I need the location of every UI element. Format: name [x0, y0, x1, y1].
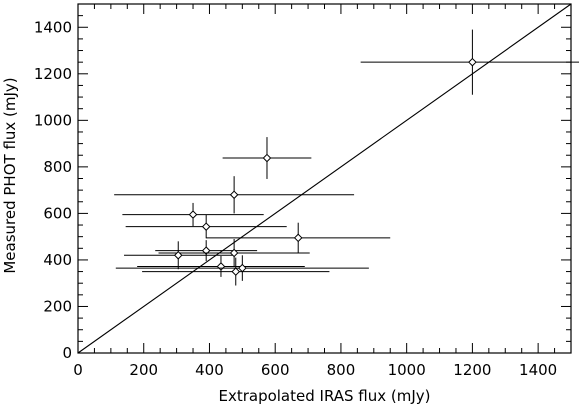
diamond-marker: [468, 57, 477, 67]
data-point: [142, 257, 330, 286]
diamond-marker: [201, 222, 211, 231]
diamond-marker: [201, 246, 211, 255]
diamond-marker: [229, 248, 239, 258]
x-tick-label: 600: [261, 361, 290, 379]
diamond-marker: [229, 190, 239, 200]
data-point: [360, 29, 579, 95]
diamond-marker: [238, 263, 247, 273]
x-axis-title: Extrapolated IRAS flux (mJy): [218, 387, 430, 405]
one-to-one-line: [77, 3, 572, 354]
y-axis-title: Measured PHOT flux (mJy): [1, 77, 19, 273]
x-tick-label: 800: [327, 361, 356, 379]
plot-frame: [77, 3, 572, 354]
x-tick-label: 0: [73, 361, 83, 379]
tick-labels: 0 200 400 600 800 1000 1200 1400 0 200 400 600 800 10…: [34, 18, 557, 379]
diamond-marker: [293, 233, 303, 243]
diamond-marker: [173, 250, 183, 260]
data-point: [115, 255, 369, 281]
diamond-marker: [188, 210, 198, 219]
y-tick-label: 0: [62, 344, 72, 362]
y-tick-label: 1000: [34, 111, 72, 129]
diamond-marker: [262, 153, 272, 163]
x-tick-label: 1400: [519, 361, 557, 379]
y-tick-label: 1200: [34, 65, 72, 83]
data-point: [125, 215, 287, 239]
diamond-marker: [216, 262, 226, 271]
data-point: [122, 202, 264, 227]
x-tick-label: 1200: [453, 361, 491, 379]
x-tick-label: 1000: [388, 361, 426, 379]
data-point: [137, 255, 305, 277]
y-tick-label: 400: [43, 251, 72, 269]
x-tick-label: 200: [129, 361, 158, 379]
data-point: [206, 222, 391, 253]
data-point: [155, 240, 258, 262]
data-point: [114, 176, 355, 214]
y-tick-label: 800: [43, 158, 72, 176]
x-tick-label: 400: [195, 361, 224, 379]
y-tick-label: 1400: [34, 18, 72, 36]
data-point: [158, 238, 310, 267]
y-tick-label: 200: [43, 297, 72, 315]
y-tick-label: 600: [43, 204, 72, 222]
data-points: [114, 29, 579, 286]
diamond-marker: [231, 267, 241, 276]
data-point: [124, 241, 233, 270]
data-point: [222, 137, 312, 179]
